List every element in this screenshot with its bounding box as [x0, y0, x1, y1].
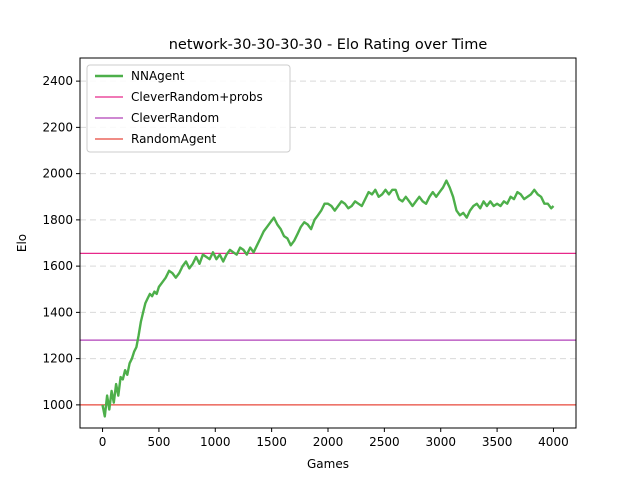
y-tick-label: 1400	[42, 305, 73, 319]
legend-label-cleverrandom-probs: CleverRandom+probs	[131, 90, 263, 104]
legend: NNAgent CleverRandom+probs CleverRandom …	[86, 64, 291, 153]
x-tick-label: 3000	[425, 435, 456, 449]
x-tick-label: 2000	[313, 435, 344, 449]
chart-title: network-30-30-30-30 - Elo Rating over Ti…	[169, 37, 488, 53]
x-tick-label: 2500	[369, 435, 400, 449]
reference-lines	[80, 252, 576, 406]
x-tick-label: 4000	[538, 435, 569, 449]
x-axis-label: Games	[307, 457, 349, 471]
x-tick-label: 3500	[482, 435, 513, 449]
legend-label-randomagent: RandomAgent	[131, 132, 216, 146]
y-tick-label: 1000	[42, 398, 73, 412]
legend-box	[86, 64, 291, 153]
legend-label-cleverrandom: CleverRandom	[131, 111, 219, 125]
x-axis: 0 500 1000 1500 2000 2500 3000 3500 4000	[99, 428, 569, 449]
x-tick-label: 1000	[200, 435, 231, 449]
y-axis: 1000 1200 1400 1600 1800 2000 2200 2400	[42, 74, 80, 412]
y-tick-label: 2400	[42, 74, 73, 88]
y-axis-label: Elo	[15, 234, 29, 252]
y-tick-label: 1800	[42, 213, 73, 227]
x-tick-label: 500	[147, 435, 170, 449]
y-tick-label: 2200	[42, 120, 73, 134]
y-tick-label: 1200	[42, 352, 73, 366]
y-tick-label: 2000	[42, 167, 73, 181]
x-tick-label: 0	[99, 435, 107, 449]
legend-label-nnagent: NNAgent	[131, 69, 185, 83]
nnagent-series	[101, 179, 555, 418]
nnagent-line	[101, 179, 555, 418]
y-tick-label: 1600	[42, 259, 73, 273]
x-tick-label: 1500	[256, 435, 287, 449]
